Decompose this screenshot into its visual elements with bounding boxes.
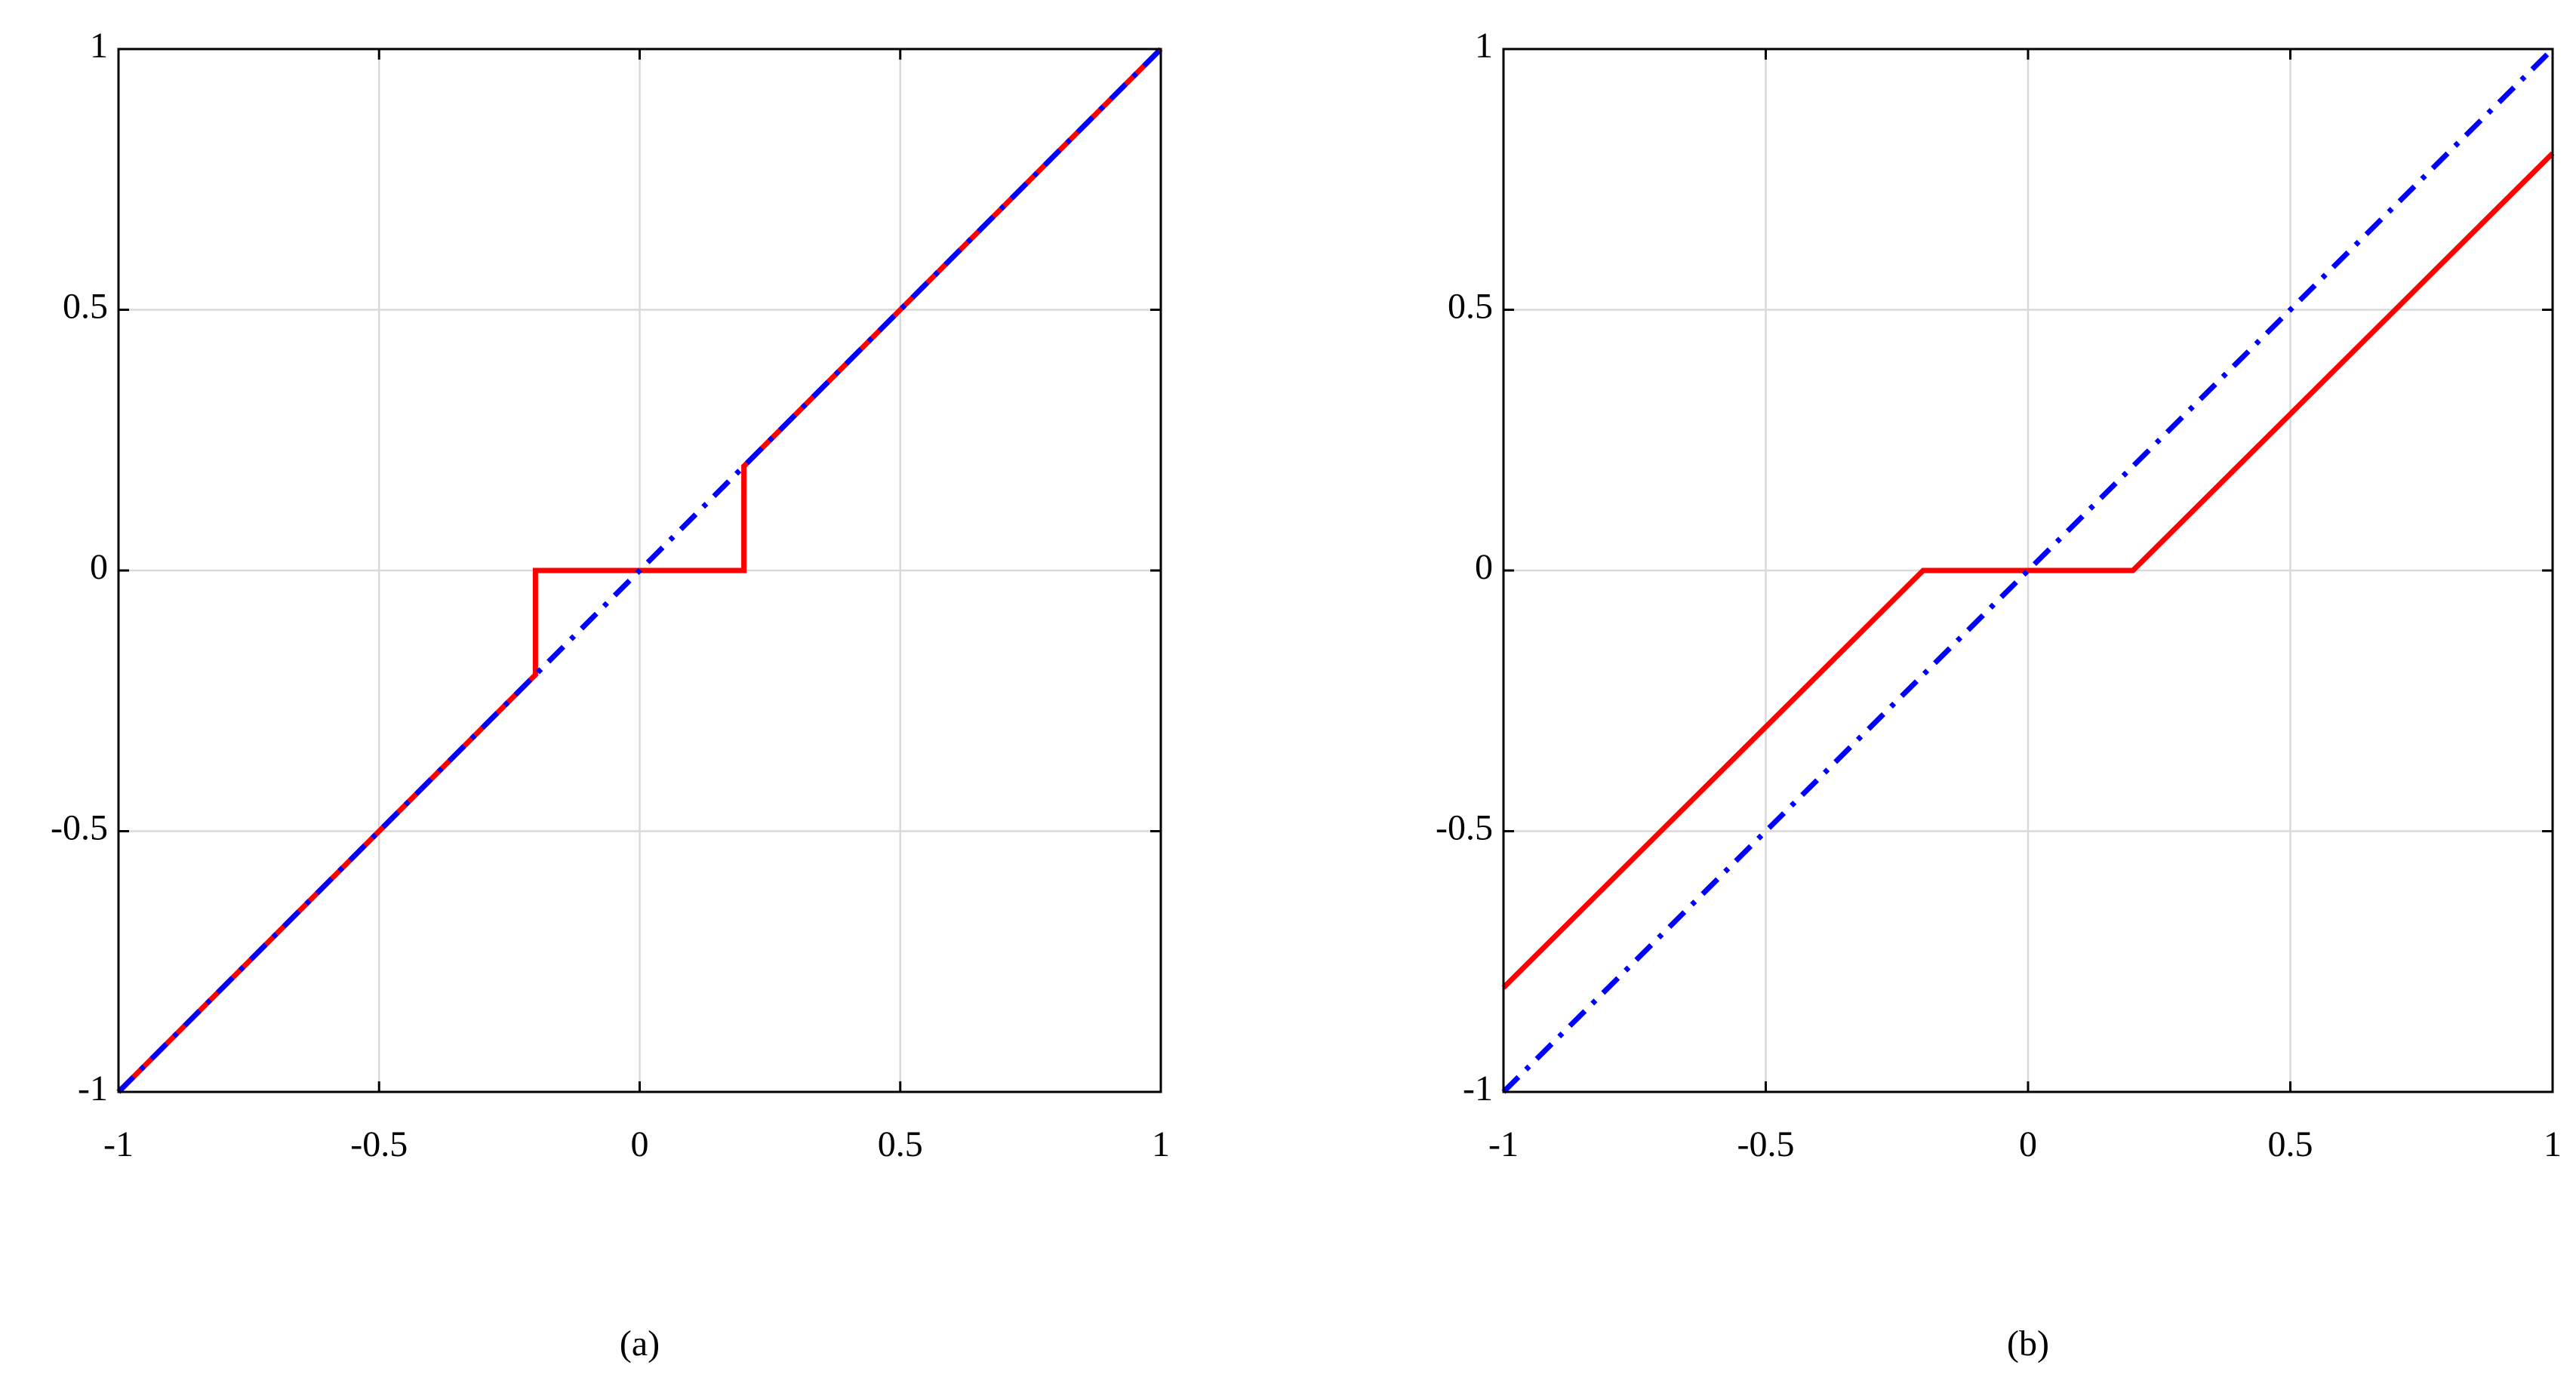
y-tick-label: 1 bbox=[90, 26, 108, 66]
series-line bbox=[1501, 47, 2555, 1094]
y-tick-label: 0 bbox=[1475, 547, 1493, 587]
series-line bbox=[116, 47, 1163, 1094]
y-tick-label: 0.5 bbox=[1448, 287, 1493, 327]
caption: (a) bbox=[620, 1324, 660, 1364]
x-tick-label: 0 bbox=[631, 1124, 649, 1164]
y-tick-label: 1 bbox=[1475, 26, 1493, 66]
x-tick-label: -1 bbox=[1488, 1124, 1519, 1164]
x-tick-label: 0 bbox=[2019, 1124, 2037, 1164]
y-tick-label: -0.5 bbox=[1436, 808, 1493, 848]
series-line bbox=[1501, 151, 2555, 990]
x-tick-label: -0.5 bbox=[1737, 1124, 1795, 1164]
y-tick-label: 0.5 bbox=[63, 287, 108, 327]
y-tick-label: -0.5 bbox=[51, 808, 108, 848]
y-tick-label: 0 bbox=[90, 547, 108, 587]
x-tick-label: 0.5 bbox=[878, 1124, 923, 1164]
x-tick-label: -0.5 bbox=[350, 1124, 408, 1164]
y-tick-label: -1 bbox=[1463, 1069, 1493, 1109]
plot-frame bbox=[117, 48, 1162, 1093]
plot-frame bbox=[1502, 48, 2554, 1093]
x-tick-label: 1 bbox=[2544, 1124, 2562, 1164]
y-tick-label: -1 bbox=[78, 1069, 108, 1109]
x-tick-label: 0.5 bbox=[2268, 1124, 2313, 1164]
x-tick-label: 1 bbox=[1152, 1124, 1170, 1164]
x-tick-label: -1 bbox=[103, 1124, 134, 1164]
caption: (b) bbox=[2007, 1324, 2049, 1364]
